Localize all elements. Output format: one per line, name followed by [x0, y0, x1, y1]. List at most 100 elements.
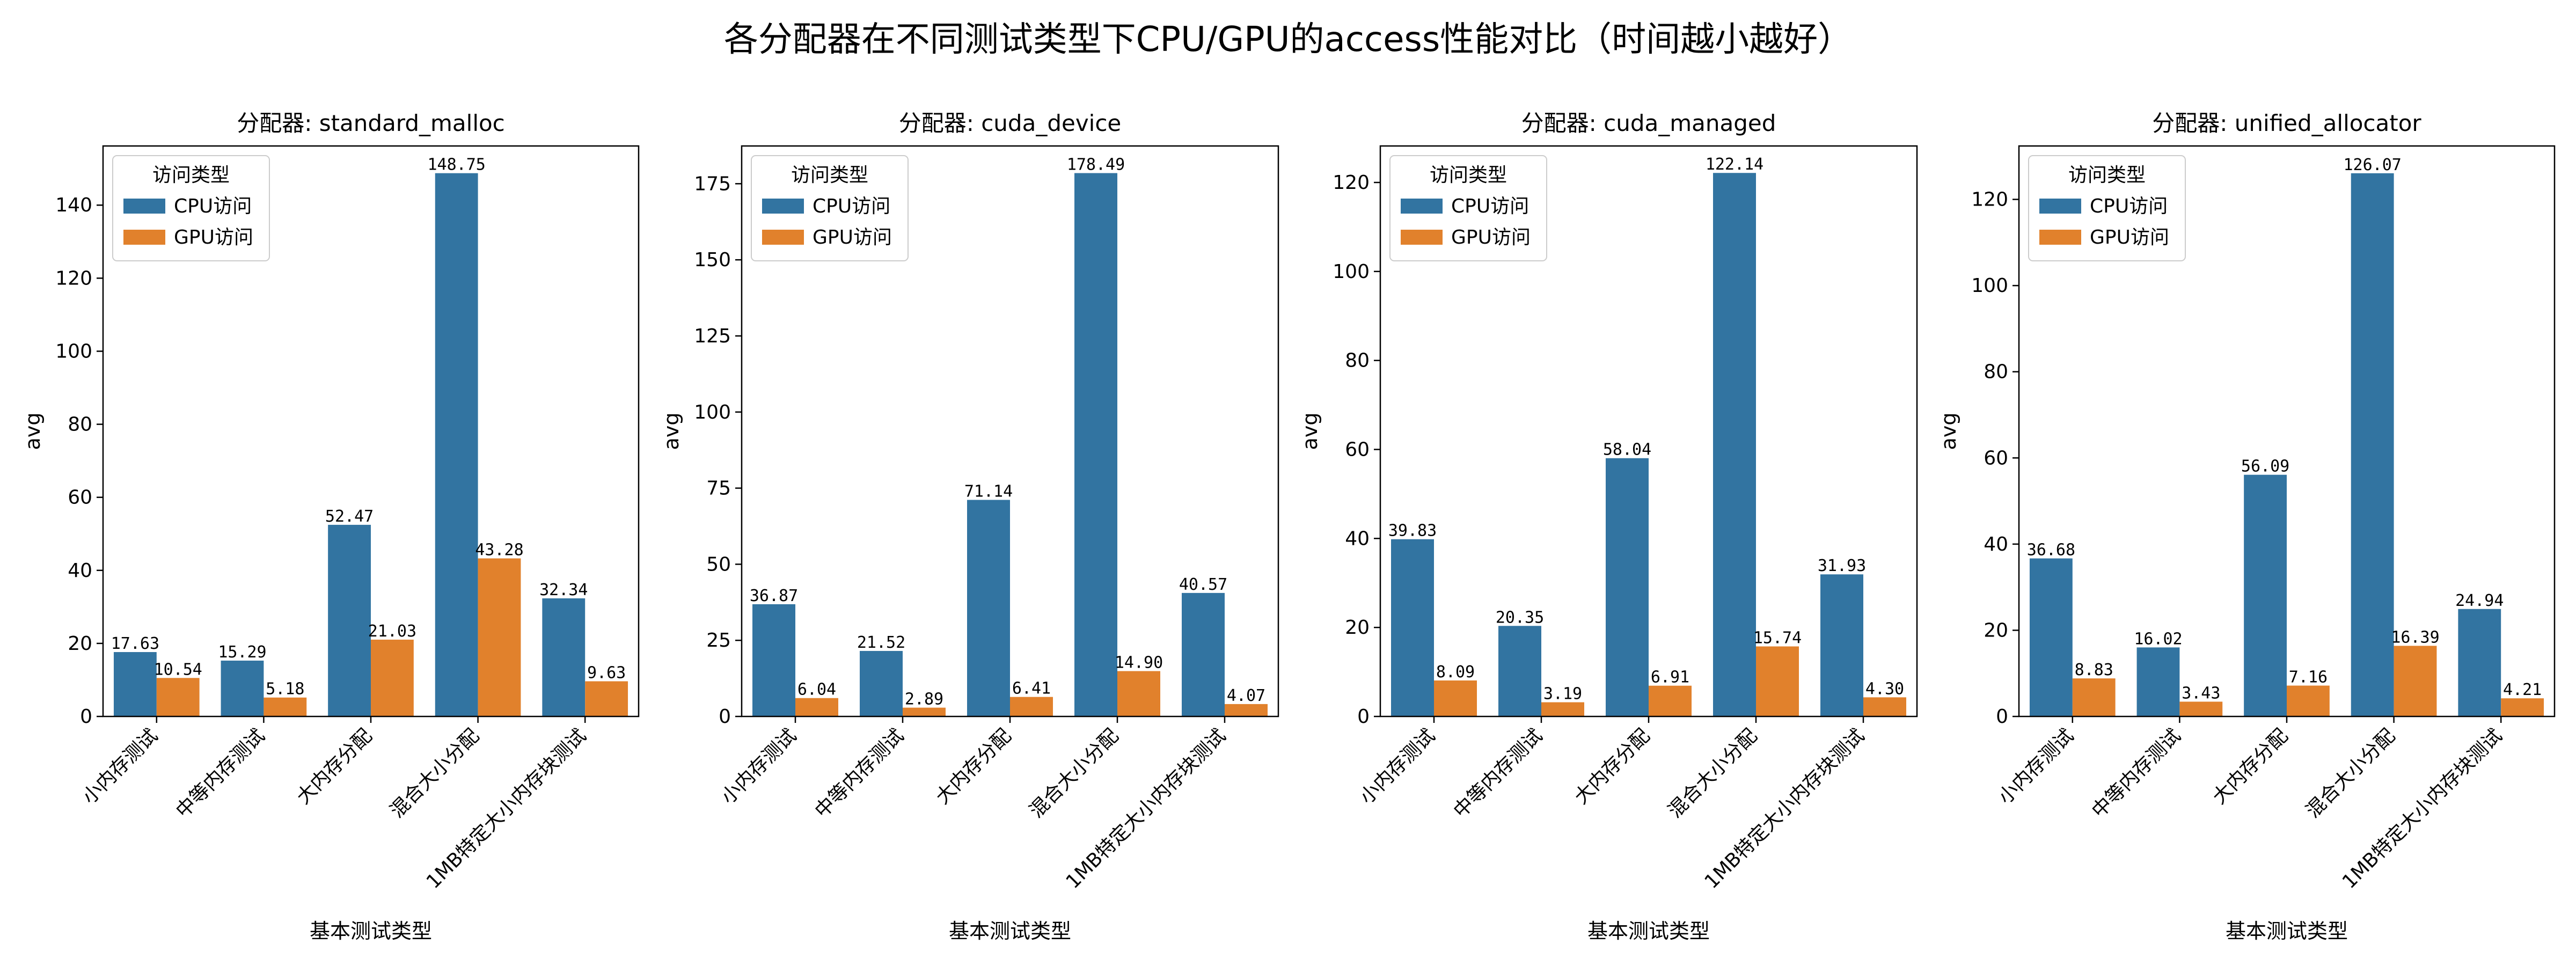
bar-cpu — [1820, 574, 1863, 716]
y-tick-label: 0 — [1996, 706, 2008, 728]
y-axis-label: avg — [21, 413, 45, 450]
bar-gpu — [2072, 678, 2116, 716]
bar-value-label: 126.07 — [2343, 156, 2401, 174]
bar-value-label: 3.19 — [1543, 685, 1582, 704]
legend-entry-cpu: CPU访问 — [2090, 195, 2168, 217]
y-tick-label: 20 — [1984, 619, 2008, 641]
legend-title: 访问类型 — [791, 164, 868, 186]
bar-gpu — [1225, 704, 1268, 716]
legend-swatch-cpu — [2039, 199, 2081, 214]
x-tick-label: 中等内存测试 — [172, 724, 269, 822]
bar-value-label: 122.14 — [1706, 155, 1763, 174]
y-tick-label: 175 — [694, 173, 731, 195]
subplot-title: 分配器: cuda_device — [899, 110, 1122, 136]
y-tick-label: 100 — [55, 340, 92, 362]
bar-value-label: 40.57 — [1179, 575, 1227, 594]
y-tick-label: 80 — [1984, 361, 2008, 383]
y-tick-label: 125 — [694, 325, 731, 347]
bar-value-label: 10.54 — [154, 660, 202, 679]
y-tick-label: 100 — [694, 401, 731, 423]
y-tick-label: 80 — [1345, 350, 1370, 372]
bar-value-label: 148.75 — [427, 156, 485, 174]
bar-gpu — [585, 681, 628, 716]
x-tick-label: 小内存测试 — [1356, 724, 1439, 808]
bar-gpu — [264, 697, 307, 716]
bar-value-label: 6.04 — [797, 680, 836, 699]
bar-gpu — [1117, 671, 1160, 716]
y-tick-label: 50 — [706, 553, 731, 575]
y-axis-label: avg — [1298, 413, 1322, 450]
bar-value-label: 5.18 — [266, 680, 304, 699]
y-tick-label: 0 — [719, 706, 731, 728]
x-tick-label: 混合大小分配 — [1664, 724, 1762, 822]
x-tick-label: 中等内存测试 — [1450, 724, 1547, 822]
bar-cpu — [1498, 626, 1541, 716]
bar-gpu — [1010, 697, 1053, 716]
y-tick-label: 25 — [706, 630, 731, 652]
x-tick-label: 大内存分配 — [292, 724, 376, 808]
bar-value-label: 52.47 — [325, 507, 374, 526]
bar-gpu — [156, 678, 200, 716]
legend-swatch-gpu — [1401, 230, 1443, 245]
bar-cpu — [1074, 173, 1117, 716]
bar-value-label: 21.52 — [857, 633, 905, 652]
bar-value-label: 24.94 — [2455, 591, 2504, 610]
legend-swatch-cpu — [123, 199, 165, 214]
bar-value-label: 36.87 — [750, 587, 798, 605]
bar-value-label: 4.30 — [1865, 679, 1904, 698]
y-tick-label: 40 — [1345, 528, 1370, 550]
subplot-title: 分配器: cuda_managed — [1521, 110, 1776, 136]
y-tick-label: 60 — [1984, 447, 2008, 469]
bar-value-label: 9.63 — [587, 663, 626, 682]
y-tick-label: 120 — [55, 267, 92, 289]
x-tick-label: 混合大小分配 — [386, 724, 484, 822]
y-tick-label: 100 — [1971, 275, 2008, 297]
bar-value-label: 31.93 — [1818, 557, 1866, 575]
bar-cpu — [435, 173, 478, 716]
bar-gpu — [795, 698, 838, 716]
bar-cpu — [1182, 592, 1225, 716]
bar-gpu — [1863, 697, 1906, 716]
bar-value-label: 16.39 — [2391, 628, 2439, 647]
x-tick-label: 大内存分配 — [2208, 724, 2292, 808]
legend-entry-gpu: GPU访问 — [2090, 226, 2169, 248]
y-tick-label: 0 — [1357, 706, 1370, 728]
bar-cpu — [967, 500, 1010, 716]
bar-gpu — [371, 639, 414, 716]
y-tick-label: 40 — [68, 560, 92, 582]
bar-cpu — [1391, 539, 1434, 716]
x-tick-label: 中等内存测试 — [811, 724, 909, 822]
bar-value-label: 20.35 — [1496, 608, 1544, 627]
axes-frame — [102, 145, 640, 718]
bar-gpu — [478, 558, 521, 716]
legend-swatch-cpu — [762, 199, 804, 214]
subplot-title: 分配器: standard_malloc — [237, 110, 505, 136]
bar-value-label: 15.29 — [218, 643, 266, 662]
bar-gpu — [1756, 646, 1799, 716]
bar-value-label: 17.63 — [111, 634, 159, 653]
axes-frame — [741, 145, 1279, 718]
bar-value-label: 21.03 — [368, 622, 416, 641]
bar-gpu — [1434, 680, 1477, 716]
bar-value-label: 16.02 — [2134, 630, 2182, 648]
bar-value-label: 6.91 — [1651, 668, 1689, 687]
y-tick-label: 20 — [68, 633, 92, 655]
legend-entry-gpu: GPU访问 — [813, 226, 892, 248]
x-axis-label: 基本测试类型 — [1587, 919, 1710, 943]
y-axis-label: avg — [1937, 413, 1960, 450]
legend-swatch-gpu — [762, 230, 804, 245]
x-tick-label: 混合大小分配 — [1026, 724, 1123, 822]
bar-cpu — [2244, 474, 2287, 716]
bar-cpu — [860, 650, 903, 716]
figure-title: 各分配器在不同测试类型下CPU/GPU的access性能对比（时间越小越好） — [723, 20, 1853, 60]
bar-value-label: 36.68 — [2027, 541, 2075, 560]
x-tick-label: 小内存测试 — [717, 724, 801, 808]
axes-frame — [1379, 145, 1918, 718]
bar-value-label: 39.83 — [1388, 522, 1437, 540]
bar-value-label: 14.90 — [1115, 653, 1163, 672]
bar-cpu — [1606, 458, 1649, 716]
y-tick-label: 60 — [68, 487, 92, 509]
bar-gpu — [2179, 701, 2223, 716]
bar-value-label: 4.07 — [1227, 686, 1265, 705]
